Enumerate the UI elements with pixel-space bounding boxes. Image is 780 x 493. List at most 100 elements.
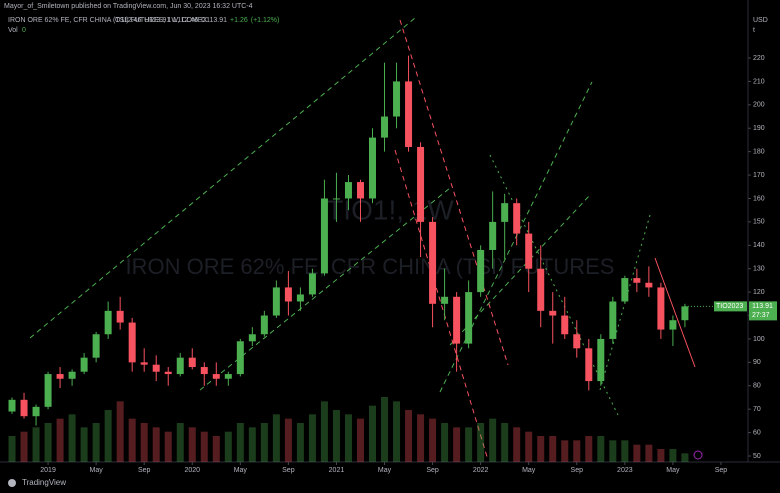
countdown-label: 27:37 (752, 312, 770, 319)
candle-body (549, 310, 557, 316)
candle-body (633, 278, 641, 283)
candle-body (405, 81, 413, 147)
volume-bar (68, 414, 76, 462)
x-tick-label: 2023 (617, 467, 633, 474)
volume-bar (164, 431, 172, 462)
volume-bar (417, 414, 425, 462)
volume-bar (621, 440, 629, 462)
trend-line (399, 19, 509, 366)
candle-body (477, 249, 485, 293)
volume-bar (573, 440, 581, 462)
volume-bar (489, 418, 497, 462)
volume-bar (597, 436, 605, 462)
footer: TradingView (22, 478, 66, 487)
candle-body (657, 287, 665, 330)
candle-body (381, 116, 389, 138)
trend-line (489, 154, 619, 416)
volume-label: Vol (8, 27, 18, 34)
candle-body (621, 278, 629, 302)
legend-value: (+1.12%) (251, 17, 280, 24)
candle-body (465, 292, 473, 344)
x-tick-label: Sep (282, 467, 295, 474)
watermark-subtitle: IRON ORE 62% FE, CFR CHINA (TSI) FUTURES (126, 254, 615, 279)
candle-body (296, 294, 304, 302)
volume-bar (344, 414, 352, 462)
y-tick-label: 60 (753, 429, 761, 436)
candle-body (344, 182, 352, 199)
x-tick-label: 2019 (40, 467, 56, 474)
candle-body (681, 306, 689, 321)
legend-value: O112.46 (115, 17, 141, 24)
candle-body (8, 399, 16, 412)
logo (8, 479, 16, 487)
candle-body (140, 362, 148, 365)
candle-body (308, 273, 316, 295)
volume-bar (381, 397, 389, 462)
volume-bar (633, 444, 641, 462)
volume-bar (513, 427, 521, 462)
volume-bar (104, 410, 112, 462)
volume-bar (272, 414, 280, 462)
volume-bar (549, 436, 557, 462)
candle-body (645, 282, 653, 288)
candle-body (597, 338, 605, 382)
volume-bar (188, 427, 196, 462)
candle-body (561, 315, 569, 335)
legend-value: +1.26 (230, 17, 248, 24)
symbol-tag (714, 301, 747, 312)
candle-body (56, 374, 64, 379)
candle-body (501, 203, 509, 222)
price-tag (749, 301, 777, 321)
candle-body (272, 287, 280, 316)
y-tick-label: 210 (753, 78, 765, 85)
candle-body (284, 287, 292, 302)
volume-bar (356, 418, 364, 462)
trend-line (449, 194, 591, 346)
candle-body (393, 81, 401, 117)
trend-lines (29, 17, 696, 461)
volume-bar (669, 449, 677, 462)
y-tick-label: 120 (753, 289, 765, 296)
candle-body (537, 268, 545, 311)
volume-bar (80, 427, 88, 462)
candle-body (429, 221, 437, 304)
y-tick-label: 220 (753, 55, 765, 62)
candle-body (164, 371, 172, 375)
chart-title: IRON ORE 62% FE, CFR CHINA (TSI) FUTURES… (8, 17, 207, 24)
candle-body (92, 334, 100, 358)
volume-bar (681, 453, 689, 462)
last-price-label: 113.91 (752, 303, 773, 310)
candle-body (236, 341, 244, 375)
x-tick-label: 2022 (473, 467, 489, 474)
y-tick-label: 190 (753, 125, 765, 132)
volume-bar (32, 427, 40, 462)
candle-body (20, 399, 28, 417)
volume-bar (369, 405, 376, 462)
y-tick-label: 70 (753, 406, 761, 413)
x-tick-label: May (90, 467, 104, 474)
volume-bar (116, 401, 124, 462)
legend-value: L112.46 (173, 17, 198, 24)
legend-value: H113.91 (144, 17, 170, 24)
y-tick-label: 150 (753, 219, 765, 226)
volume-bar (56, 418, 64, 462)
candle-body (441, 296, 449, 304)
y-tick-label: 160 (753, 195, 765, 202)
candle-body (453, 296, 461, 344)
volume-bar (92, 423, 100, 462)
y-tick-label: 130 (753, 266, 765, 273)
volume-bar (200, 431, 208, 462)
volume-bar (393, 401, 401, 462)
volume-bar (320, 401, 328, 462)
volume-last: 0 (22, 27, 26, 34)
volume-bar (152, 427, 160, 462)
volume-bar (465, 427, 473, 462)
candle-body (609, 301, 617, 339)
candle-body (356, 182, 364, 199)
x-tick-label: May (378, 467, 392, 474)
candle-body (369, 137, 376, 199)
candle-body (212, 374, 220, 379)
volume-bar (332, 410, 340, 462)
volume-bar (248, 427, 256, 462)
volume-bar (140, 423, 148, 462)
